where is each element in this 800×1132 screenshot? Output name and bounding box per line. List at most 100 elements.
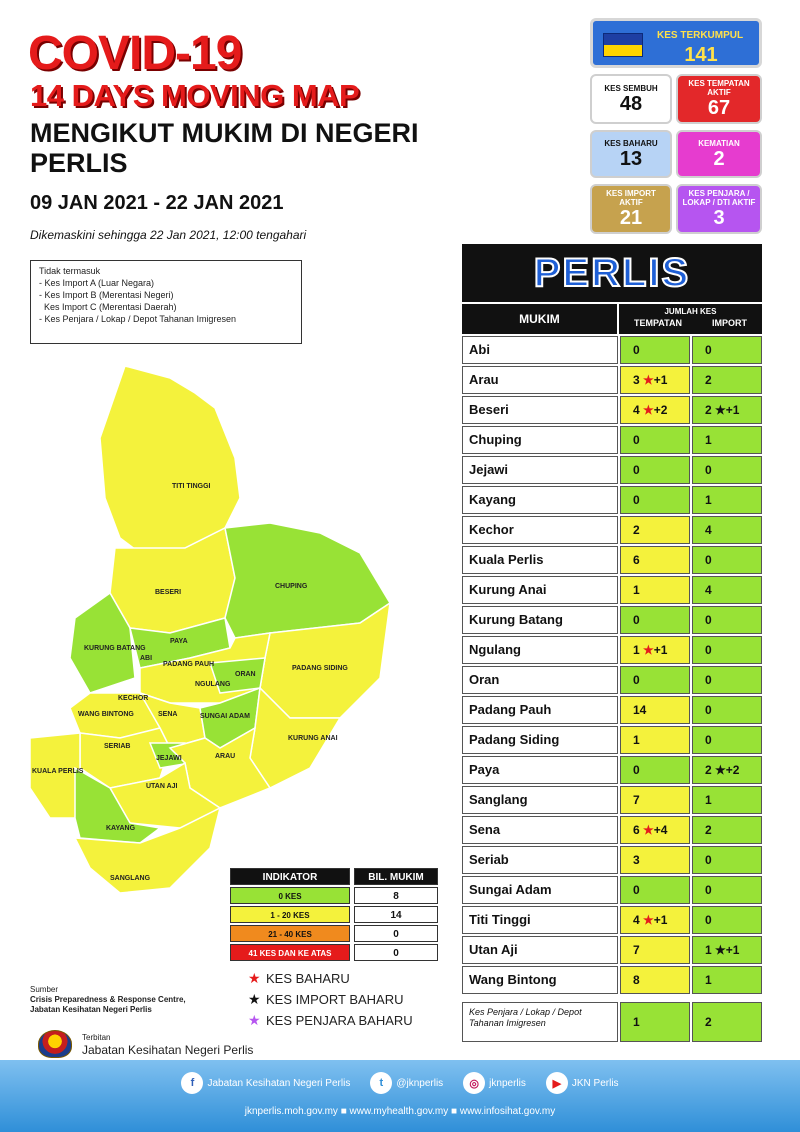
cell-import: 1 <box>692 486 762 514</box>
cell-import: 4 <box>692 576 762 604</box>
stat-value: 48 <box>619 92 643 115</box>
facebook-icon: f <box>181 1072 204 1094</box>
cell-import: 0 <box>692 726 762 754</box>
cell-import: 1 ★+1 <box>692 936 762 964</box>
indicator-header: INDIKATOR BIL. MUKIM <box>230 868 440 885</box>
publisher: Terbitan Jabatan Kesihatan Negeri Perlis <box>38 1030 253 1058</box>
twitter-label: @jknperlis <box>396 1077 444 1089</box>
stat-label: KES SEMBUH <box>604 83 658 93</box>
map-label: JEJAWI <box>156 755 182 762</box>
cell-mukim: Jejawi <box>462 456 618 484</box>
date-range: 09 JAN 2021 - 22 JAN 2021 <box>30 192 284 214</box>
footer: f Jabatan Kesihatan Negeri Perlis t @jknpe… <box>0 1060 800 1132</box>
cell-mukim: Arau <box>462 366 618 394</box>
cell-import: 1 <box>692 786 762 814</box>
table-title: PERLIS <box>462 244 762 302</box>
stat-label: KES TERKUMPUL <box>657 30 744 41</box>
cell-tempatan: 0 <box>620 456 690 484</box>
stat-label: KES BAHARU <box>604 138 658 148</box>
indicator-count: 0 <box>354 925 438 942</box>
perlis-case-table: PERLIS MUKIM JUMLAH KES TEMPATAN IMPORT … <box>462 244 762 1042</box>
cell-import: 0 <box>692 846 762 874</box>
exclusion-heading: Tidak termasuk <box>39 266 101 276</box>
stat-label: KES TEMPATAN AKTIF <box>688 79 750 97</box>
instagram-link[interactable]: ◎ jknperlis <box>463 1072 526 1094</box>
table-row: Sena 6 ★+4 2 <box>462 816 762 844</box>
map-label: PADANG PAUH <box>163 661 214 668</box>
cell-import: 2 <box>692 816 762 844</box>
cell-tempatan: 0 <box>620 606 690 634</box>
header-tempatan: TEMPATAN <box>633 318 682 328</box>
map-label: SENA <box>158 711 177 718</box>
table-row: Chuping 0 1 <box>462 426 762 454</box>
table-row: Kuala Perlis 6 0 <box>462 546 762 574</box>
legend-label: KES IMPORT BAHARU <box>266 992 404 1007</box>
map-label: KUALA PERLIS <box>32 768 84 775</box>
cell-tempatan: 2 <box>620 516 690 544</box>
cell-tempatan: 4 ★+1 <box>620 906 690 934</box>
cell-import: 0 <box>692 666 762 694</box>
title-subtitle: MENGIKUT MUKIM DI NEGERI PERLIS <box>30 118 419 178</box>
header-group: JUMLAH KES <box>664 307 717 316</box>
cell-mukim: Kuala Perlis <box>462 546 618 574</box>
header-jumlah-kes: JUMLAH KES TEMPATAN IMPORT <box>618 304 762 334</box>
red-star-icon: ★ <box>248 970 261 986</box>
table-row: Oran 0 0 <box>462 666 762 694</box>
table-row: Kurung Anai 1 4 <box>462 576 762 604</box>
region-kuala-perlis <box>29 732 81 819</box>
cell-import: 0 <box>692 456 762 484</box>
coat-of-arms-icon <box>38 1030 72 1058</box>
table-row: Wang Bintong 8 1 <box>462 966 762 994</box>
cell-tempatan: 0 <box>620 336 690 364</box>
cell-import: 0 <box>692 696 762 724</box>
region-kurung-batang <box>69 591 136 694</box>
source-label: Sumber <box>30 985 59 994</box>
source-line: Crisis Preparedness & Response Centre, <box>30 995 186 1004</box>
cell-mukim: Paya <box>462 756 618 784</box>
source-note: Sumber Crisis Preparedness & Response Ce… <box>30 985 186 1015</box>
indicator-count: 8 <box>354 887 438 904</box>
cell-tempatan: 0 <box>620 426 690 454</box>
stat-value: 67 <box>707 97 731 119</box>
cell-import: 0 <box>692 876 762 904</box>
table-body: Abi 0 0 Arau 3 ★+1 2 Beseri 4 ★+2 2 ★+1 Chuping 0 1… <box>462 336 762 994</box>
cell-tempatan: 7 <box>620 786 690 814</box>
region-titi-tinggi <box>99 365 241 554</box>
stat-kes-terkumpul: KES TERKUMPUL 141 <box>590 18 762 68</box>
map-label: KURUNG ANAI <box>288 735 338 742</box>
legend-item: ★ KES IMPORT BAHARU <box>248 989 413 1010</box>
facebook-link[interactable]: f Jabatan Kesihatan Negeri Perlis <box>181 1072 350 1094</box>
table-row: Arau 3 ★+1 2 <box>462 366 762 394</box>
purple-star-icon: ★ <box>248 1012 261 1028</box>
indicator-table: INDIKATOR BIL. MUKIM 0 KES 8 1 - 20 KES … <box>230 868 440 963</box>
indicator-label: 21 - 40 KES <box>230 925 350 942</box>
twitter-icon: t <box>370 1072 393 1094</box>
cell-import: 2 <box>692 366 762 394</box>
indicator-header-count: BIL. MUKIM <box>354 868 438 885</box>
exclusion-item: Kes Import C (Merentasi Daerah) <box>39 302 177 312</box>
twitter-link[interactable]: t @jknperlis <box>370 1072 443 1094</box>
instagram-icon: ◎ <box>463 1072 486 1094</box>
table-row: Ngulang 1 ★+1 0 <box>462 636 762 664</box>
star-legend: ★ KES BAHARU ★ KES IMPORT BAHARU ★ KES PENJ… <box>248 968 413 1031</box>
cell-tempatan: 4 ★+2 <box>620 396 690 424</box>
cell-tempatan: 0 <box>620 666 690 694</box>
stat-kes-penjara-aktif: KES PENJARA / LOKAP / DTI AKTIF 3 <box>676 184 762 234</box>
cell-import: 0 <box>692 606 762 634</box>
map-label: KECHOR <box>118 695 148 702</box>
region-kayang <box>74 766 162 844</box>
cell-import: 0 <box>692 636 762 664</box>
cell-import: 2 ★+2 <box>692 756 762 784</box>
map-label: WANG BINTONG <box>78 711 134 718</box>
table-header: MUKIM JUMLAH KES TEMPATAN IMPORT <box>462 304 762 334</box>
cell-tempatan: 0 <box>620 756 690 784</box>
youtube-link[interactable]: ▶ JKN Perlis <box>545 1072 619 1094</box>
cell-mukim: Sungai Adam <box>462 876 618 904</box>
indicator-label: 1 - 20 KES <box>230 906 350 923</box>
table-row: Titi Tinggi 4 ★+1 0 <box>462 906 762 934</box>
table-row: Sungai Adam 0 0 <box>462 876 762 904</box>
indicator-label: 0 KES <box>230 887 350 904</box>
cell-mukim: Padang Pauh <box>462 696 618 724</box>
table-title-text: PERLIS <box>533 251 691 295</box>
map-label: KAYANG <box>106 825 136 832</box>
